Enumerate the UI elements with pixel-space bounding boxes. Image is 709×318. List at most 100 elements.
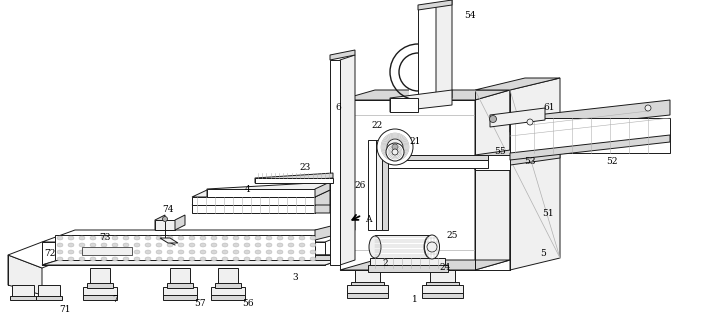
Ellipse shape [200, 250, 206, 254]
Text: 72: 72 [44, 248, 56, 258]
Circle shape [527, 119, 533, 125]
Bar [330, 60, 340, 265]
Text: 51: 51 [542, 209, 554, 218]
Ellipse shape [244, 250, 250, 254]
Ellipse shape [156, 250, 162, 254]
Ellipse shape [79, 243, 85, 247]
Polygon shape [315, 190, 330, 205]
Ellipse shape [277, 243, 283, 247]
Ellipse shape [200, 257, 206, 261]
Ellipse shape [123, 236, 129, 240]
Ellipse shape [244, 257, 250, 261]
Polygon shape [475, 90, 510, 270]
Bar [192, 205, 315, 213]
Bar [12, 285, 34, 299]
Polygon shape [375, 235, 430, 260]
Polygon shape [315, 220, 355, 240]
Bar [347, 293, 388, 298]
Bar [211, 295, 245, 300]
Polygon shape [330, 50, 355, 60]
Ellipse shape [134, 257, 140, 261]
Polygon shape [8, 242, 75, 268]
Ellipse shape [68, 257, 74, 261]
Text: 3: 3 [292, 273, 298, 282]
Bar [218, 268, 238, 286]
Text: 52: 52 [606, 157, 618, 167]
Polygon shape [475, 78, 560, 90]
Bar [418, 5, 436, 105]
Ellipse shape [211, 257, 217, 261]
Bar [167, 283, 193, 288]
Polygon shape [192, 198, 330, 205]
Ellipse shape [288, 250, 294, 254]
Text: 1: 1 [412, 295, 418, 305]
Ellipse shape [299, 250, 305, 254]
Bar [475, 155, 510, 170]
Ellipse shape [189, 250, 195, 254]
Ellipse shape [233, 257, 239, 261]
Text: 21: 21 [409, 137, 420, 147]
Bar [390, 98, 418, 112]
Text: 53: 53 [524, 157, 536, 167]
Polygon shape [490, 108, 545, 127]
Polygon shape [510, 78, 560, 270]
Bar [87, 283, 113, 288]
Bar [376, 140, 382, 230]
Polygon shape [340, 55, 355, 265]
Bar [422, 285, 463, 295]
Ellipse shape [200, 236, 206, 240]
Ellipse shape [112, 257, 118, 261]
Text: 55: 55 [494, 148, 506, 156]
Bar [207, 189, 315, 197]
Ellipse shape [68, 250, 74, 254]
Bar [163, 287, 197, 297]
Polygon shape [315, 198, 330, 213]
Ellipse shape [101, 243, 107, 247]
Ellipse shape [68, 236, 74, 240]
Polygon shape [390, 90, 452, 112]
Ellipse shape [310, 243, 316, 247]
Ellipse shape [211, 250, 217, 254]
Polygon shape [42, 230, 355, 242]
Ellipse shape [244, 236, 250, 240]
Polygon shape [42, 255, 355, 265]
Ellipse shape [123, 250, 129, 254]
Text: 74: 74 [162, 204, 174, 213]
Polygon shape [315, 182, 330, 197]
Ellipse shape [255, 236, 261, 240]
Bar [368, 140, 376, 230]
Bar [82, 247, 132, 255]
Ellipse shape [288, 236, 294, 240]
Ellipse shape [222, 236, 228, 240]
Polygon shape [388, 155, 488, 160]
Text: 6: 6 [335, 103, 341, 113]
Bar [170, 268, 190, 286]
Ellipse shape [145, 250, 151, 254]
Ellipse shape [156, 236, 162, 240]
Ellipse shape [310, 257, 316, 261]
Polygon shape [155, 215, 165, 230]
Ellipse shape [288, 243, 294, 247]
Ellipse shape [145, 243, 151, 247]
Polygon shape [155, 220, 175, 230]
Polygon shape [409, 44, 418, 100]
Bar [510, 118, 670, 153]
Ellipse shape [101, 257, 107, 261]
Bar [388, 160, 488, 168]
Text: 24: 24 [440, 262, 451, 272]
Ellipse shape [68, 243, 74, 247]
Circle shape [386, 143, 404, 161]
Polygon shape [510, 135, 670, 160]
Polygon shape [510, 100, 670, 132]
Polygon shape [175, 215, 185, 230]
Ellipse shape [244, 243, 250, 247]
Bar [422, 293, 463, 298]
Circle shape [377, 129, 413, 165]
Bar [347, 285, 388, 295]
Text: 71: 71 [60, 306, 71, 315]
Polygon shape [370, 258, 445, 268]
Text: 4: 4 [245, 184, 251, 193]
Bar [355, 270, 380, 285]
Ellipse shape [299, 236, 305, 240]
Ellipse shape [425, 235, 440, 259]
